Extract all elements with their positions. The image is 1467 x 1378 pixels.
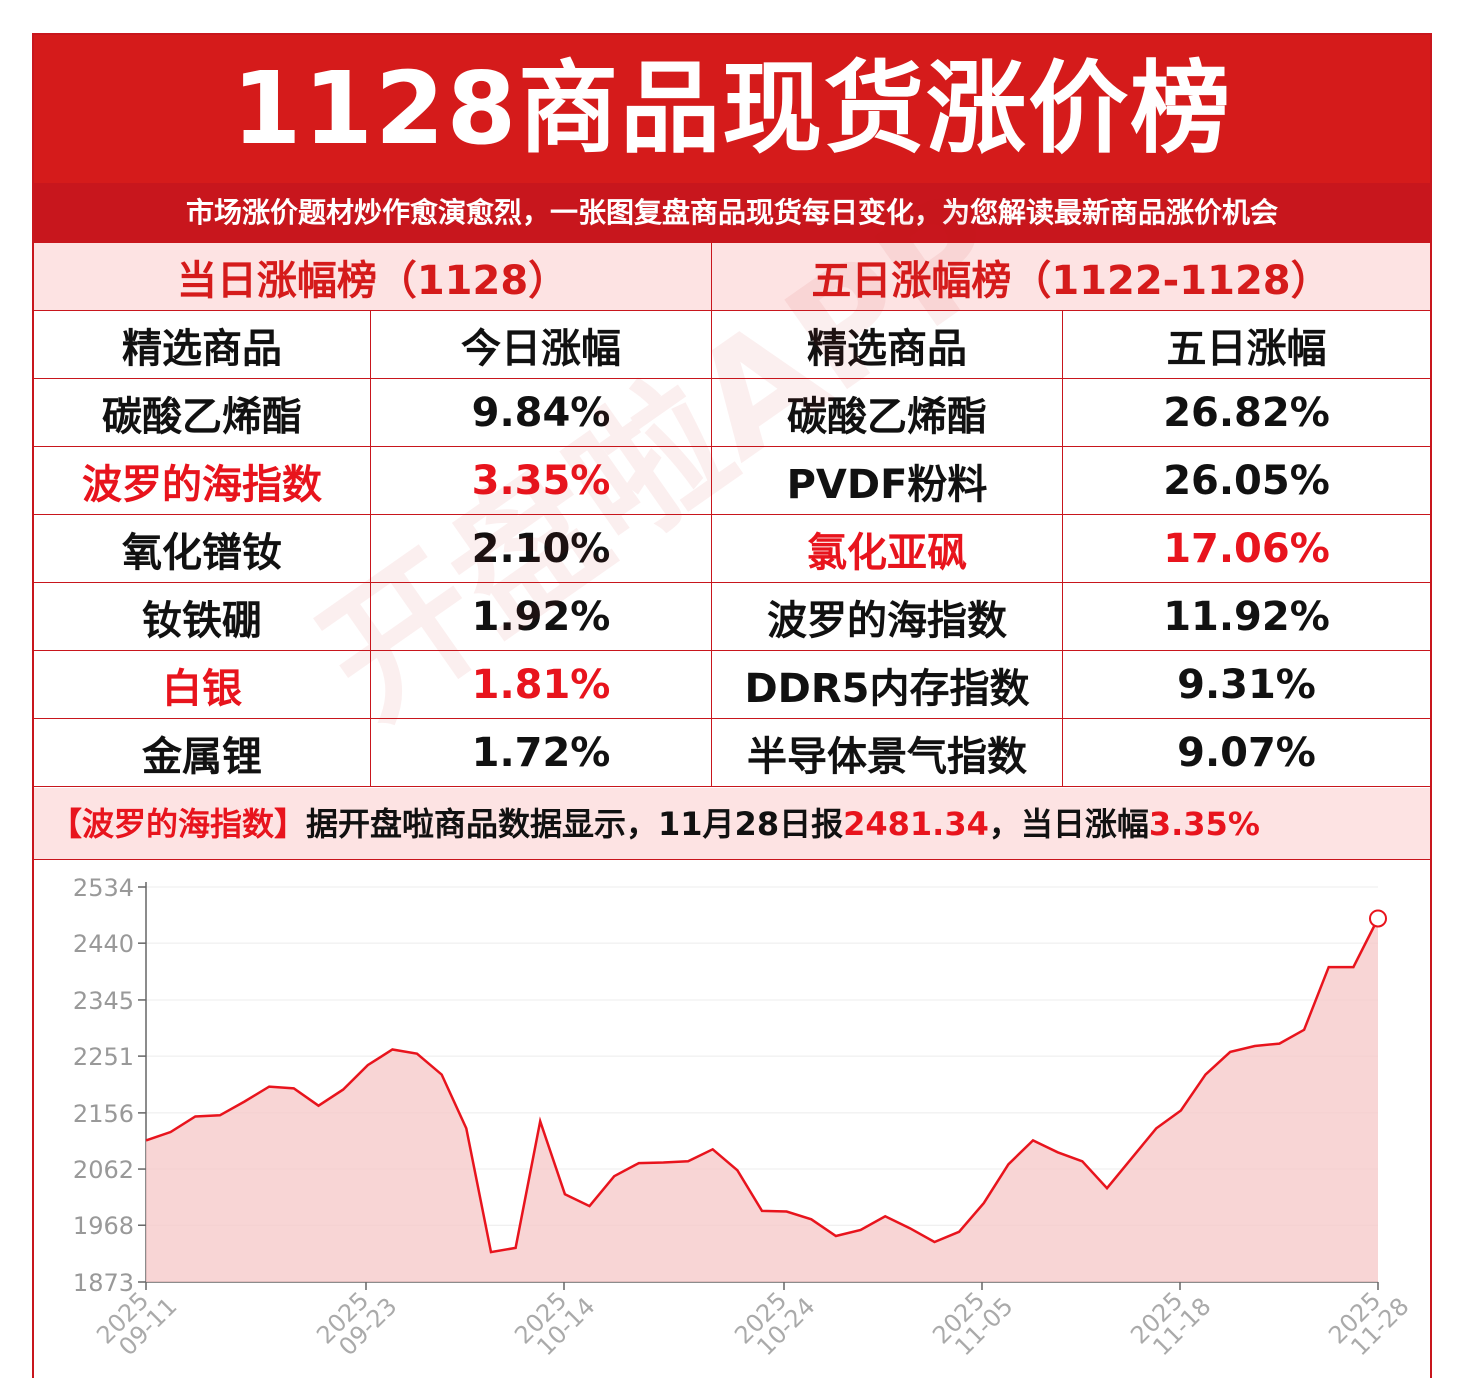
table-row: 波罗的海指数 3.35% PVDF粉料 26.05% <box>34 447 1430 515</box>
five-day-item-change: 26.82% <box>1163 389 1330 436</box>
daily-item-name: 碳酸乙烯酯 <box>34 379 371 446</box>
note-change: 3.35% <box>1148 805 1260 843</box>
daily-item-name: 金属锂 <box>34 719 371 786</box>
five-day-item-name: 氯化亚砜 <box>712 515 1063 582</box>
five-day-item-change: 26.05% <box>1163 457 1330 504</box>
daily-col-name-header: 精选商品 <box>34 311 371 378</box>
index-chart-svg: 25342440234522512156206219681873202509-1… <box>73 874 1415 1361</box>
series-line <box>145 917 1380 1254</box>
five-day-ranking-heading: 五日涨幅榜（1122-1128） <box>811 257 1331 304</box>
y-tick-label: 2156 <box>73 1100 134 1128</box>
table-row: 碳酸乙烯酯 9.84% 碳酸乙烯酯 26.82% <box>34 379 1430 447</box>
daily-item-change: 1.72% <box>371 719 712 786</box>
page-subtitle: 市场涨价题材炒作愈演愈烈，一张图复盘商品现货每日变化，为您解读最新商品涨价机会 <box>34 183 1430 243</box>
table-row: 氧化镨钕 2.10% 氯化亚砜 17.06% <box>34 515 1430 583</box>
ranking-headings-row: 当日涨幅榜（1128） 五日涨幅榜（1122-1128） <box>34 243 1430 311</box>
daily-item-change: 2.10% <box>371 515 712 582</box>
five-day-item-name: 碳酸乙烯酯 <box>712 379 1063 446</box>
five-day-col-change-header: 五日涨幅 <box>1166 325 1327 372</box>
y-tick-label: 2251 <box>73 1043 134 1071</box>
daily-item-change: 1.81% <box>371 651 712 718</box>
column-headers-row: 精选商品 今日涨幅 精选商品 五日涨幅 <box>34 311 1430 379</box>
daily-col-change-header: 今日涨幅 <box>371 311 712 378</box>
table-row: 白银 1.81% DDR5内存指数 9.31% <box>34 651 1430 719</box>
daily-item-name: 白银 <box>34 651 371 718</box>
five-day-col-name-header: 精选商品 <box>712 311 1063 378</box>
table-row: 钕铁硼 1.92% 波罗的海指数 11.92% <box>34 583 1430 651</box>
y-tick-label: 2440 <box>73 930 134 958</box>
ranking-tables: 当日涨幅榜（1128） 五日涨幅榜（1122-1128） 精选商品 今日涨幅 精… <box>34 243 1430 787</box>
daily-item-name: 氧化镨钕 <box>34 515 371 582</box>
five-day-item-name: 波罗的海指数 <box>712 583 1063 650</box>
five-day-item-change: 9.07% <box>1177 729 1316 776</box>
note-text: ，当日涨幅 <box>988 805 1149 843</box>
daily-item-name: 波罗的海指数 <box>34 447 371 514</box>
five-day-item-change: 9.31% <box>1177 661 1316 708</box>
note-value: 2481.34 <box>843 805 989 843</box>
daily-item-change: 9.84% <box>371 379 712 446</box>
y-tick-label: 2062 <box>73 1156 134 1184</box>
page-title: 1128商品现货涨价榜 <box>34 35 1430 183</box>
daily-item-change: 1.92% <box>371 583 712 650</box>
y-tick-label: 2345 <box>73 987 134 1015</box>
daily-item-change: 3.35% <box>371 447 712 514</box>
last-point-marker <box>1369 909 1387 928</box>
index-note: 【波罗的海指数】据开盘啦商品数据显示，11月28日报2481.34，当日涨幅3.… <box>34 788 1430 860</box>
y-tick-label: 2534 <box>73 874 134 902</box>
five-day-item-change: 17.06% <box>1163 525 1330 572</box>
five-day-item-name: PVDF粉料 <box>712 447 1063 514</box>
daily-ranking-heading: 当日涨幅榜（1128） <box>34 243 712 310</box>
series-area <box>146 918 1378 1282</box>
index-chart: 2534 2440 2345 2251 2156 2062 1968 1873 2025 09-1… <box>34 860 1430 1378</box>
table-row: 金属锂 1.72% 半导体景气指数 9.07% <box>34 719 1430 787</box>
note-prefix: 【波罗的海指数】 <box>50 805 307 843</box>
five-day-item-name: DDR5内存指数 <box>712 651 1063 718</box>
y-tick-label: 1968 <box>73 1212 134 1240</box>
daily-item-name: 钕铁硼 <box>34 583 371 650</box>
y-tick-label: 1873 <box>73 1269 134 1297</box>
five-day-item-change: 11.92% <box>1163 593 1330 640</box>
note-text: 据开盘啦商品数据显示，11月28日报 <box>306 805 844 843</box>
report-card: 1128商品现货涨价榜 市场涨价题材炒作愈演愈烈，一张图复盘商品现货每日变化，为… <box>32 33 1432 1378</box>
five-day-item-name: 半导体景气指数 <box>712 719 1063 786</box>
